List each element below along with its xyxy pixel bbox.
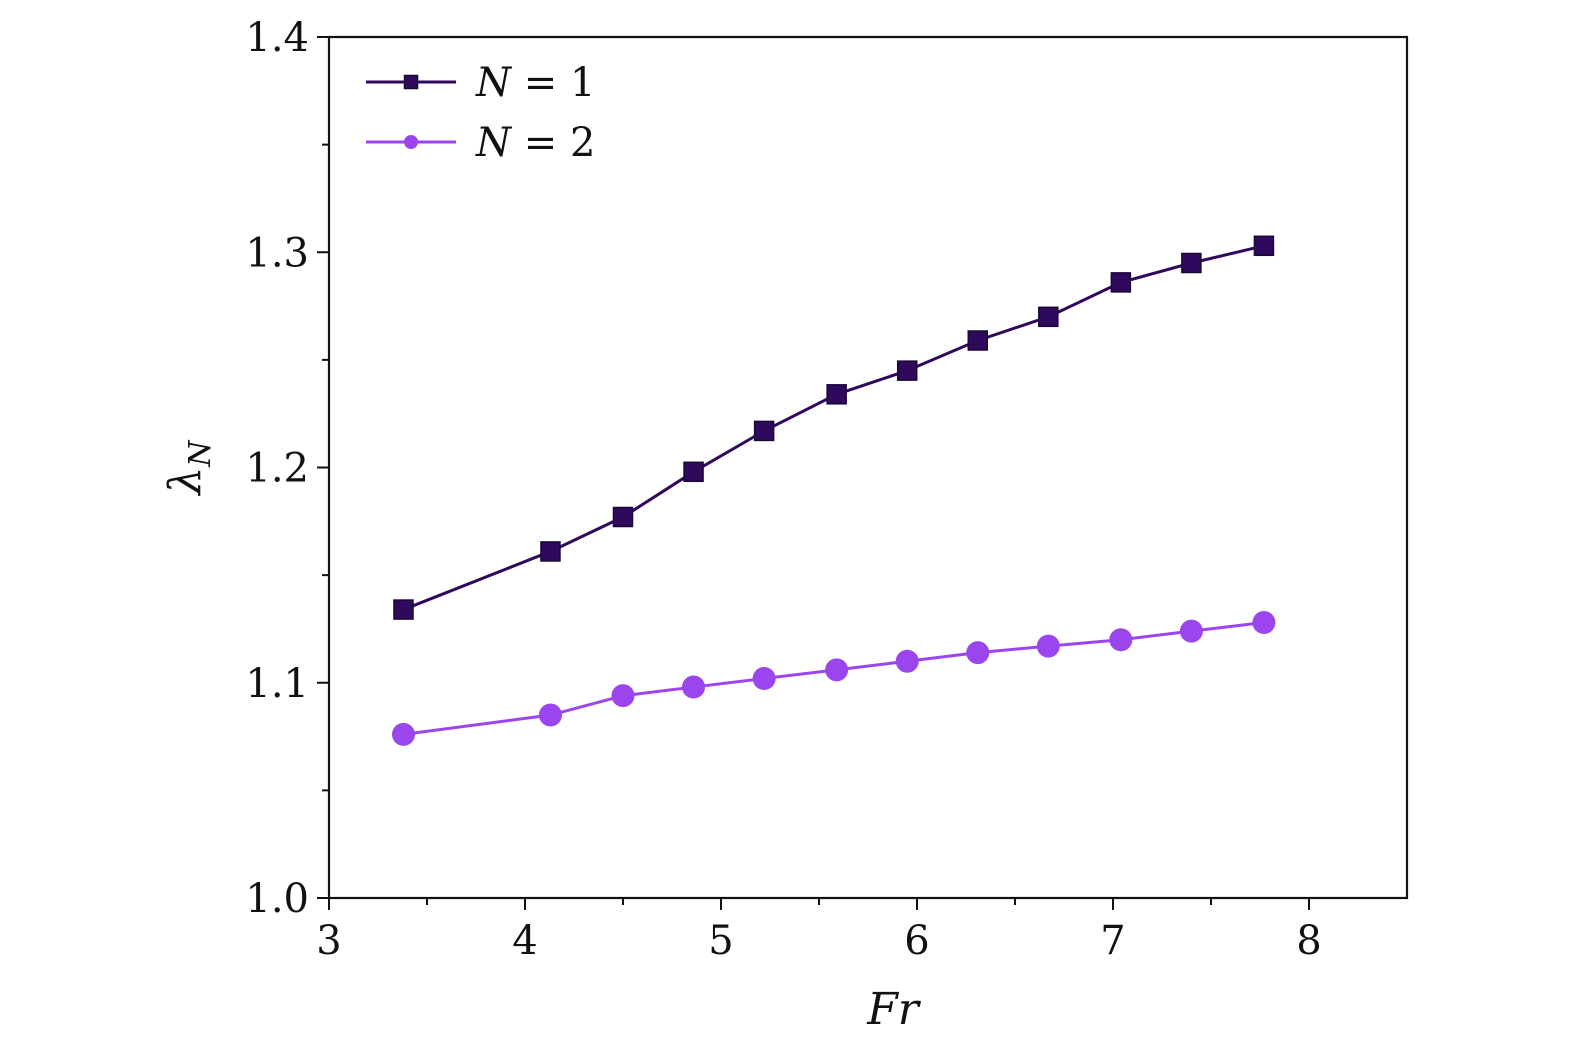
x-tick-label: 7 [1100, 918, 1125, 964]
legend-entry-1: N = 1 [366, 60, 595, 106]
legend-marker [404, 135, 418, 149]
y-tick-label: 1.4 [245, 15, 309, 61]
data-point [1253, 235, 1275, 257]
data-point [967, 330, 989, 351]
data-point [1036, 634, 1060, 658]
y-tick-label: 1.2 [245, 446, 309, 492]
data-point [683, 461, 704, 483]
legend: N = 1N = 2 [366, 60, 595, 166]
legend-entry-2: N = 2 [366, 120, 595, 166]
data-point [825, 658, 849, 682]
x-tick-label: 5 [708, 918, 733, 964]
data-point [896, 360, 918, 381]
x-axis-title: Fr [866, 984, 922, 1035]
x-tick-label: 3 [316, 918, 341, 964]
data-point [611, 684, 635, 708]
data-point [538, 703, 562, 727]
data-point [752, 666, 776, 690]
data-point [1181, 252, 1202, 274]
data-point [393, 599, 414, 620]
x-tick-label: 4 [512, 918, 537, 964]
data-point [540, 541, 561, 562]
data-point [1109, 628, 1133, 652]
y-axis-title-subscript: N [183, 439, 218, 468]
data-point [1110, 272, 1132, 293]
data-point [1038, 306, 1059, 328]
series-line [403, 620, 1265, 736]
series-line [402, 244, 1265, 611]
data-point [753, 420, 775, 442]
legend-label-variable: N [475, 60, 513, 106]
y-tick-label: 1.1 [245, 661, 309, 707]
legend-label: N = 1 [475, 60, 595, 106]
data-point [1252, 610, 1276, 634]
data-point [966, 641, 990, 665]
legend-label: N = 2 [475, 120, 595, 166]
data-point [391, 722, 415, 746]
x-tick-label: 6 [904, 918, 929, 964]
series-1 [393, 235, 1275, 620]
data-point [895, 649, 919, 673]
legend-marker [403, 74, 419, 90]
data-point [612, 506, 634, 528]
legend-label-value: = 2 [511, 120, 595, 166]
y-tick-label: 1.3 [245, 230, 309, 276]
data-point [682, 675, 706, 699]
y-axis-title: λN [160, 439, 218, 497]
y-axis-title-main: λ [160, 467, 211, 497]
legend-label-variable: N [475, 120, 513, 166]
data-point [826, 384, 847, 405]
axes-layer: 3 4 5 6 7 8 1.0 1.1 1.2 1.3 1.4 [245, 15, 1409, 964]
x-tick-label: 8 [1296, 918, 1321, 964]
legend-label-value: = 1 [511, 60, 595, 106]
data-point [1179, 619, 1203, 643]
series-layer [391, 235, 1276, 746]
series-2 [391, 610, 1276, 746]
plot-frame [327, 35, 1409, 900]
y-tick-label: 1.0 [245, 876, 309, 922]
